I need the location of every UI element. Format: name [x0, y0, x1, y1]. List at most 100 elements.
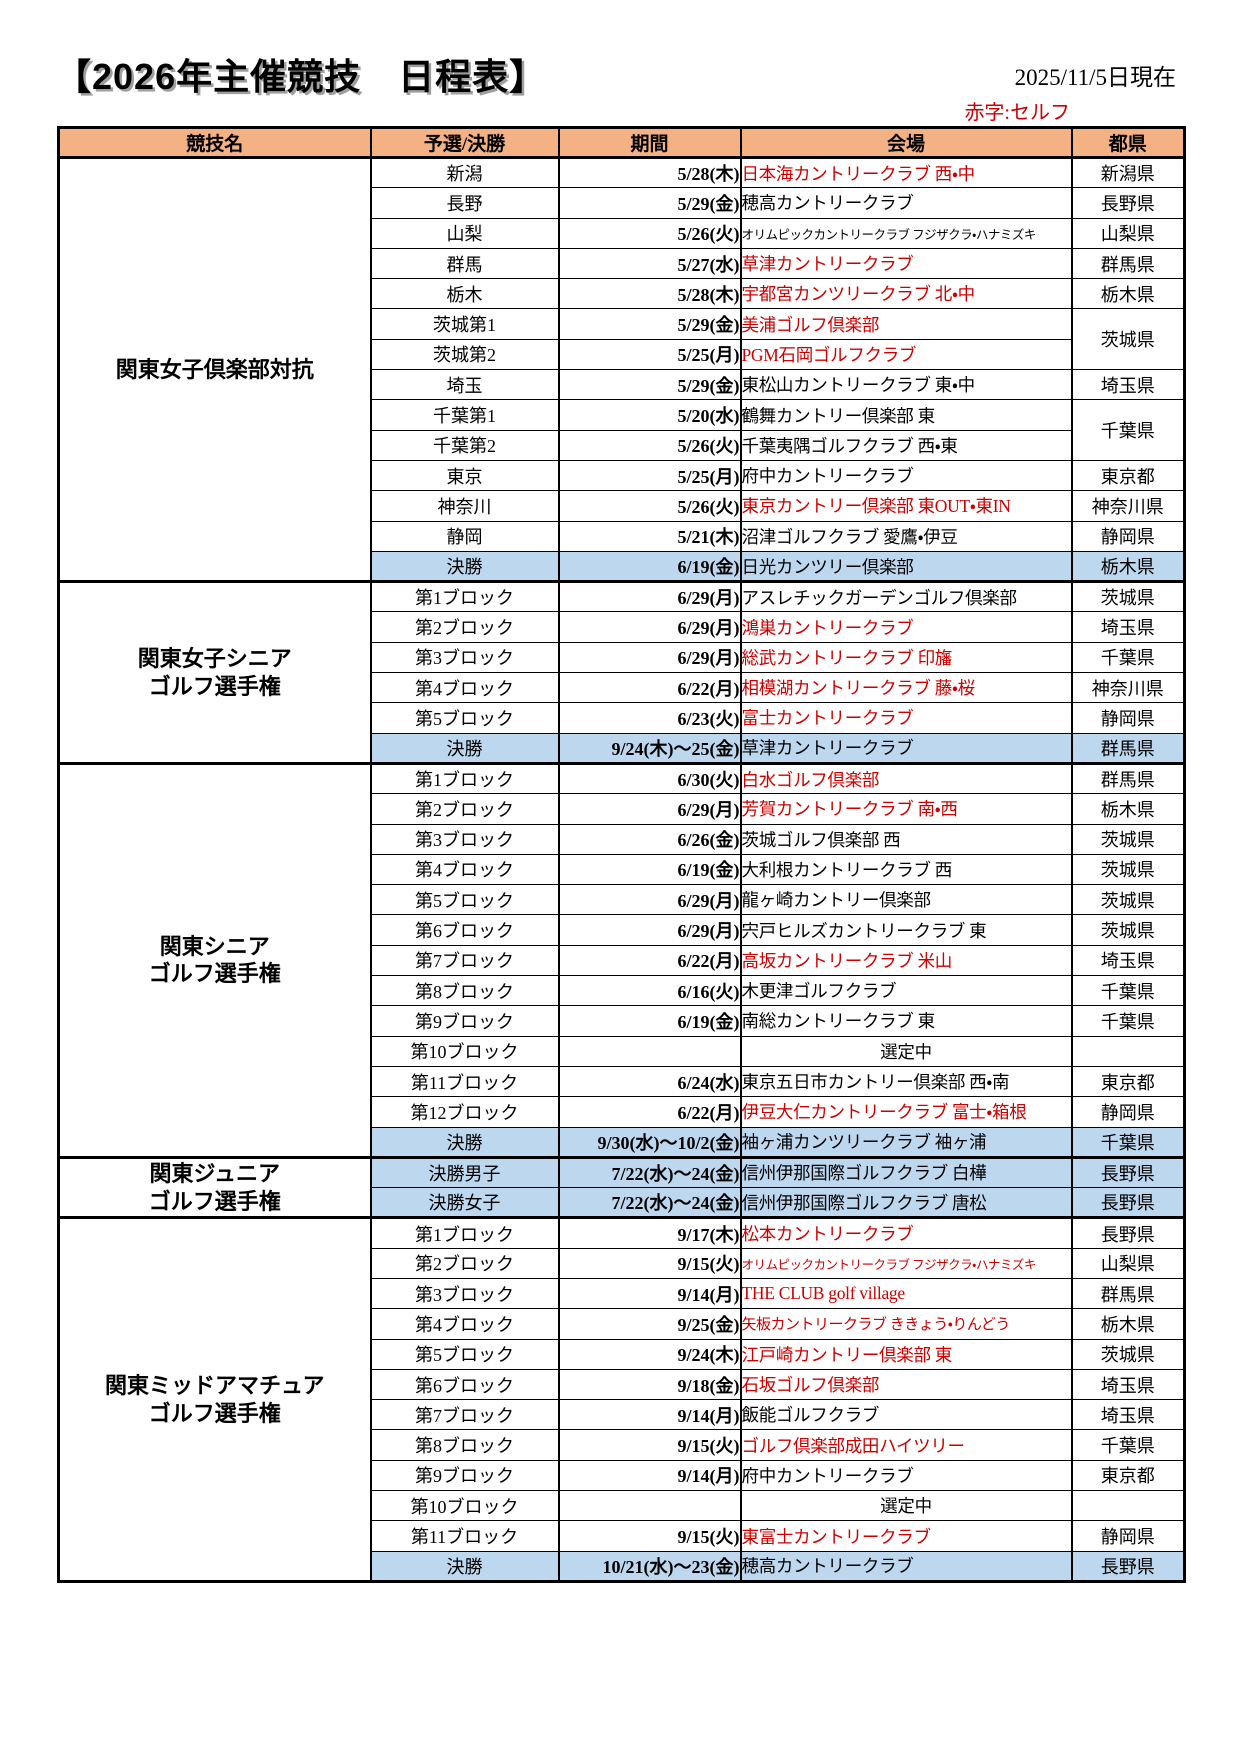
stage-cell: 第10ブロック	[369, 1035, 560, 1067]
venue-cell: 相模湖カントリークラブ 藤・桜	[739, 672, 1073, 704]
period-cell: 9/15(火)	[557, 1247, 742, 1279]
column-header-prefecture: 都県	[1070, 126, 1186, 159]
venue-cell: 千葉夷隅ゴルフクラブ 西・東	[739, 429, 1073, 461]
competition-name-cell: 関東ミッドアマチュア ゴルフ選手権	[57, 1216, 372, 1582]
prefecture-cell: 栃木県	[1070, 793, 1186, 825]
venue-cell: 府中カントリークラブ	[739, 459, 1073, 492]
table-row: 関東シニア ゴルフ選手権 第1ブロック 6/30(火) 白水ゴルフ倶楽部 群馬県	[57, 761, 1186, 1158]
venue-cell: 江戸崎カントリー倶楽部 東	[739, 1338, 1073, 1370]
table-row: 関東女子シニア ゴルフ選手権 第1ブロック 6/29(月) アスレチックガーデンゴルフ倶…	[57, 580, 1186, 764]
venue-cell: 総武カントリークラブ 印旛	[739, 641, 1073, 674]
stage-cell: 第9ブロック	[369, 1459, 560, 1492]
competition-name-line: 関東女子倶楽部対抗	[115, 356, 314, 382]
period-cell: 6/29(月)	[557, 641, 742, 674]
stage-cell: 第5ブロック	[369, 702, 560, 734]
period-cell: 5/25(月)	[557, 459, 742, 492]
venue-cell: 龍ヶ崎カントリー倶楽部	[739, 884, 1073, 916]
period-cell: 5/21(木)	[557, 520, 742, 552]
competition-name-cell: 関東シニア ゴルフ選手権	[57, 761, 372, 1158]
table-row: 第4ブロック 6/22(月) 相模湖カントリークラブ 藤・桜 神奈川県	[59, 672, 1186, 704]
venue-cell: 日本海カントリークラブ 西・中	[739, 155, 1073, 189]
venue-cell: THE CLUB golf village	[739, 1277, 1073, 1310]
competition-name-line: ゴルフ選手権	[148, 673, 281, 699]
prefecture-cell: 群馬県	[1070, 247, 1186, 280]
stage-cell: 第2ブロック	[369, 1247, 560, 1279]
prefecture-cell: 静岡県	[1070, 520, 1186, 552]
stage-cell: 決勝	[369, 732, 560, 764]
period-cell: 6/23(火)	[557, 702, 742, 734]
table-row: 埼玉 5/29(金) 東松山カントリークラブ 東・中 埼玉県	[59, 369, 1186, 401]
prefecture-cell: 栃木県	[1070, 1308, 1186, 1340]
period-cell: 5/26(火)	[557, 490, 742, 522]
venue-cell: 東富士カントリークラブ	[739, 1520, 1073, 1552]
stage-cell: 山梨	[369, 217, 560, 249]
period-cell: 6/24(水)	[557, 1065, 742, 1098]
stage-cell: 第7ブロック	[369, 944, 560, 977]
period-cell: 9/30(水)～10/2(金)	[557, 1126, 742, 1158]
table-row: 千葉第2 5/26(火) 千葉夷隅ゴルフクラブ 西・東	[59, 429, 1185, 461]
prefecture-cell: 長野県	[1070, 1550, 1186, 1582]
stage-cell: 東京	[369, 459, 560, 492]
prefecture-cell: 群馬県	[1070, 732, 1186, 764]
stage-cell: 茨城第1	[369, 308, 560, 340]
stage-cell: 第1ブロック	[369, 761, 560, 795]
stage-cell: 第6ブロック	[369, 914, 560, 946]
table-row: 第3ブロック 6/29(月) 総武カントリークラブ 印旛 千葉県	[59, 641, 1186, 674]
prefecture-cell: 茨城県	[1070, 308, 1186, 371]
period-cell: 7/22(水)～24(金)	[557, 1187, 742, 1219]
as-of-date: 2025/11/5日現在	[1014, 65, 1176, 90]
venue-cell: 東松山カントリークラブ 東・中	[739, 369, 1073, 401]
venue-cell: 草津カントリークラブ	[739, 247, 1073, 280]
prefecture-cell: 千葉県	[1070, 1005, 1186, 1037]
stage-cell: 千葉第1	[369, 399, 560, 431]
prefecture-cell: 山梨県	[1070, 1247, 1186, 1279]
period-cell: 5/29(金)	[557, 187, 742, 219]
prefecture-cell	[1070, 1490, 1186, 1522]
prefecture-cell: 神奈川県	[1070, 490, 1186, 522]
table-row: 第2ブロック 6/29(月) 鴻巣カントリークラブ 埼玉県	[59, 611, 1186, 643]
competition-name-line: 関東シニア	[159, 933, 270, 959]
period-cell: 6/29(月)	[557, 580, 742, 613]
stage-cell: 第1ブロック	[369, 580, 560, 613]
period-cell: 9/17(木)	[557, 1216, 742, 1249]
stage-cell: 第2ブロック	[369, 611, 560, 643]
table-row: 関東ジュニア ゴルフ選手権 決勝男子 7/22(水)～24(金) 信州伊那国際ゴルフクラ…	[57, 1155, 1186, 1219]
table-row: 第5ブロック 9/24(木) 江戸崎カントリー倶楽部 東茨城県	[59, 1338, 1186, 1370]
venue-cell: アスレチックガーデンゴルフ倶楽部	[739, 580, 1073, 613]
stage-cell: 第4ブロック	[369, 853, 560, 886]
venue-cell: 松本カントリークラブ	[739, 1216, 1073, 1249]
column-header-competition: 競技名	[57, 126, 372, 159]
stage-cell: 決勝男子	[369, 1155, 560, 1189]
prefecture-cell: 埼玉県	[1070, 1368, 1186, 1401]
period-cell: 5/29(金)	[557, 308, 742, 340]
venue-cell: 選定中	[739, 1035, 1073, 1067]
table-row: 第8ブロック 9/15(火) ゴルフ倶楽部成田ハイツリー 千葉県	[59, 1429, 1186, 1461]
table-row: 決勝 9/30(水)～10/2(金) 袖ヶ浦カンツリークラブ 袖ヶ浦 千葉県	[59, 1126, 1186, 1158]
table-row: 長野 5/29(金) 穂高カントリークラブ 長野県	[59, 187, 1186, 219]
prefecture-cell: 栃木県	[1070, 278, 1186, 310]
period-cell: 9/14(月)	[557, 1277, 742, 1310]
table-row: 決勝 10/21(水)～23(金) 穂高カントリークラブ 長野県	[59, 1550, 1186, 1582]
prefecture-cell: 茨城県	[1070, 823, 1186, 855]
period-cell: 6/22(月)	[557, 944, 742, 977]
table-row: 第7ブロック 6/22(月) 高坂カントリークラブ 米山 埼玉県	[59, 944, 1186, 977]
venue-cell: 富士カントリークラブ	[739, 702, 1073, 734]
stage-cell: 第2ブロック	[369, 793, 560, 825]
period-cell: 6/29(月)	[557, 611, 742, 643]
period-cell: 9/15(火)	[557, 1429, 742, 1461]
period-cell: 5/26(火)	[557, 217, 742, 249]
table-row: 千葉第1 5/20(水) 鶴舞カントリー倶楽部 東千葉県	[59, 399, 1186, 461]
period-cell: 5/27(水)	[557, 247, 742, 280]
prefecture-cell: 茨城県	[1070, 580, 1186, 613]
competition-name-cell: 関東女子シニア ゴルフ選手権	[57, 580, 372, 764]
table-row: 第9ブロック 6/19(金) 南総カントリークラブ 東千葉県	[59, 1005, 1186, 1037]
prefecture-cell: 静岡県	[1070, 702, 1186, 734]
venue-cell: 選定中	[739, 1490, 1073, 1522]
stage-cell: 第5ブロック	[369, 884, 560, 916]
header-row: 競技名 予選/決勝 期間 会場 都県	[57, 126, 1186, 159]
competition-name-line: ゴルフ選手権	[148, 1400, 281, 1426]
table-row: 第2ブロック 6/29(月) 芳賀カントリークラブ 南・西 栃木県	[59, 793, 1186, 825]
period-cell: 9/24(木)～25(金)	[557, 732, 742, 764]
stage-cell: 静岡	[369, 520, 560, 552]
venue-cell: 矢板カントリークラブ ききょう・りんどう	[739, 1308, 1073, 1340]
